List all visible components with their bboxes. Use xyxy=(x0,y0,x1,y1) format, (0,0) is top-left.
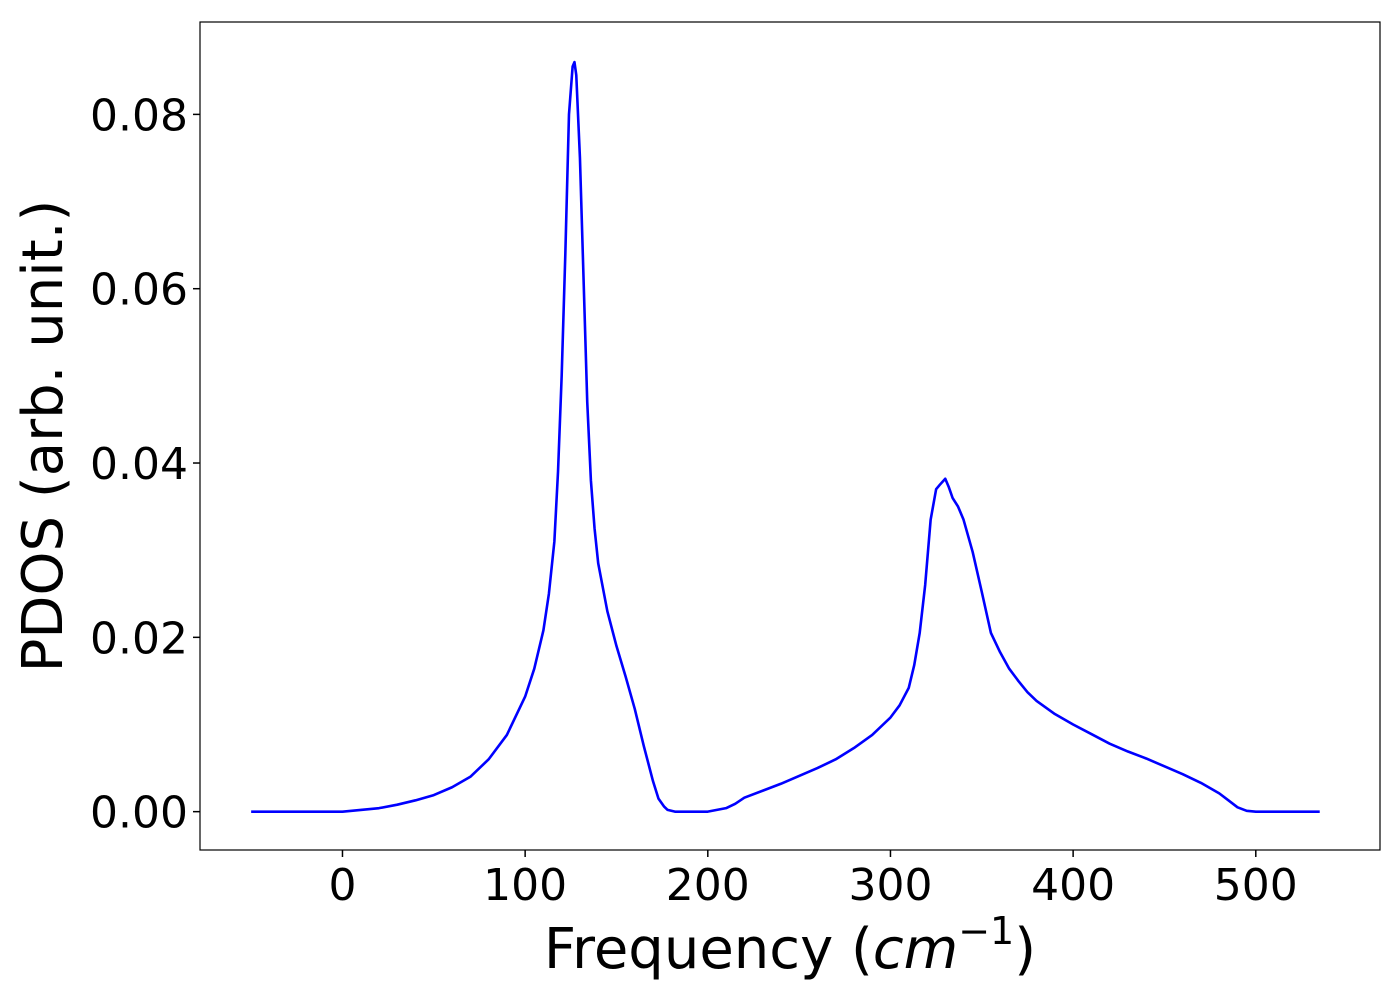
x-axis-label-unit-exp: −1 xyxy=(958,909,1014,953)
x-tick-label: 300 xyxy=(848,860,932,911)
x-axis-label-suffix: ) xyxy=(1014,917,1036,982)
x-axis-label-unit-base: cm xyxy=(873,917,958,982)
x-axis-label-prefix: Frequency ( xyxy=(544,917,873,982)
series-line-0 xyxy=(251,60,1320,813)
plot-frame xyxy=(199,21,1381,851)
y-tick-label: 0.06 xyxy=(90,265,188,316)
y-tick-label: 0.04 xyxy=(90,439,188,490)
x-tick-label: 0 xyxy=(328,860,356,911)
x-tick-label: 500 xyxy=(1214,860,1298,911)
series-layer xyxy=(251,60,1320,813)
x-tick-label: 200 xyxy=(666,860,750,911)
y-tick-label: 0.00 xyxy=(90,788,188,839)
tick-layer: 0 100 200 300 400 500 0.00 0.02 0.04 0.06 0.08 xyxy=(90,90,1298,911)
x-axis-label: Frequency (cm−1) xyxy=(544,909,1036,982)
x-tick-label: 100 xyxy=(483,860,567,911)
y-tick-label: 0.02 xyxy=(90,613,188,664)
x-tick-label: 400 xyxy=(1031,860,1115,911)
y-tick-label: 0.08 xyxy=(90,90,188,141)
y-axis-label: PDOS (arb. unit.) xyxy=(11,200,76,673)
